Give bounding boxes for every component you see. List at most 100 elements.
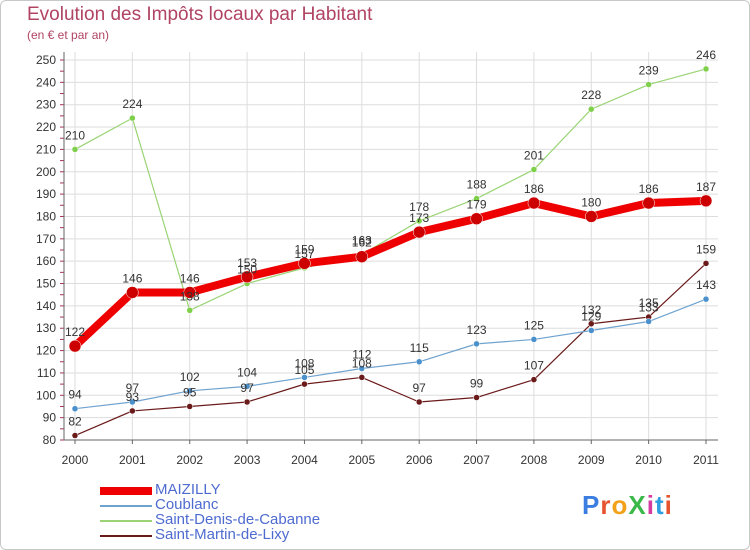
proxiti-logo: ProXiti	[582, 490, 673, 521]
data-label-coublanc: 112	[352, 347, 371, 361]
legend-swatch-saint-denis	[100, 520, 152, 522]
data-point-maizilly	[642, 196, 655, 210]
logo-letter: r	[600, 490, 612, 520]
logo-letter: i	[664, 490, 673, 520]
legend-swatch-maizilly	[100, 487, 152, 495]
y-tick-label: 80	[43, 433, 57, 447]
data-label-coublanc: 125	[524, 318, 544, 332]
y-tick-label: 140	[36, 299, 56, 313]
data-point-saint-denis-de-cabanne	[588, 105, 595, 113]
data-label-maizilly: 187	[696, 180, 716, 194]
data-label-saint-martin-de-lixy: 95	[183, 385, 197, 399]
data-label-saint-denis-de-cabanne: 201	[524, 149, 544, 163]
data-point-saint-martin-de-lixy	[186, 403, 193, 410]
legend-label-coublanc: Coublanc	[155, 496, 219, 513]
data-point-maizilly	[527, 196, 541, 210]
data-point-maizilly	[699, 194, 713, 208]
legend-swatch-coublanc	[100, 505, 152, 507]
y-tick-label: 110	[37, 366, 56, 380]
data-label-saint-denis-de-cabanne: 178	[409, 200, 429, 214]
chart-title: Evolution des Impôts locaux par Habitant	[27, 4, 373, 25]
chart-subtitle: (en € et par an)	[27, 28, 110, 42]
series-line-coublanc	[74, 298, 707, 410]
data-point-maizilly	[183, 286, 196, 299]
data-label-saint-denis-de-cabanne: 157	[294, 247, 314, 261]
data-label-saint-denis-de-cabanne: 246	[696, 48, 716, 62]
y-tick-label: 220	[36, 120, 56, 134]
y-tick-label: 200	[36, 165, 56, 179]
data-point-saint-martin-de-lixy	[415, 398, 423, 406]
legend-label-saint-denis: Saint-Denis-de-Cabanne	[155, 511, 321, 528]
data-label-saint-denis-de-cabanne: 210	[65, 128, 85, 142]
data-point-coublanc	[588, 327, 595, 334]
data-label-coublanc: 108	[294, 356, 314, 370]
data-point-coublanc	[71, 405, 79, 412]
data-label-saint-denis-de-cabanne: 163	[352, 233, 372, 247]
data-label-coublanc: 94	[68, 388, 82, 402]
data-label-saint-martin-de-lixy: 159	[696, 242, 716, 256]
data-point-saint-martin-de-lixy	[530, 376, 538, 383]
data-label-saint-denis-de-cabanne: 188	[467, 178, 487, 192]
y-tick-label: 150	[36, 277, 56, 291]
logo-letter: P	[582, 490, 601, 520]
data-label-maizilly: 146	[122, 271, 142, 285]
x-tick-label: 2000	[62, 453, 89, 467]
data-point-saint-martin-de-lixy	[473, 394, 480, 401]
series-lines	[68, 65, 713, 439]
x-tick-label: 2002	[176, 453, 203, 467]
data-label-saint-martin-de-lixy: 82	[68, 415, 82, 429]
logo-letter: X	[628, 490, 647, 520]
data-label-saint-martin-de-lixy: 97	[413, 381, 427, 395]
data-label-maizilly: 162	[352, 236, 372, 250]
data-point-saint-denis-de-cabanne	[530, 166, 538, 173]
data-label-coublanc: 129	[581, 309, 601, 323]
y-tick-label: 160	[36, 254, 56, 268]
data-point-maizilly	[355, 250, 369, 263]
data-label-coublanc: 115	[410, 341, 429, 355]
data-point-saint-martin-de-lixy	[358, 374, 366, 381]
data-point-coublanc	[645, 318, 652, 325]
data-label-saint-martin-de-lixy: 108	[352, 356, 372, 370]
data-label-maizilly: 153	[237, 256, 257, 270]
y-tick-label: 250	[36, 53, 56, 67]
y-tick-label: 230	[36, 98, 56, 112]
y-tick-label: 100	[36, 388, 56, 402]
series-line-saint-denis-de-cabanne	[74, 68, 707, 311]
legend-swatch-saint-martin	[100, 535, 152, 537]
data-label-maizilly: 146	[180, 271, 200, 285]
data-point-coublanc	[530, 336, 538, 343]
data-label-saint-martin-de-lixy: 93	[126, 390, 140, 404]
data-label-coublanc: 104	[237, 365, 257, 379]
x-tick-label: 2010	[635, 453, 662, 467]
data-point-saint-denis-de-cabanne	[415, 217, 423, 225]
y-tick-label: 120	[36, 344, 56, 358]
axes: 8090100110120130140150160170180190200210…	[36, 52, 719, 467]
legend-label-saint-martin: Saint-Martin-de-Lixy	[155, 526, 290, 543]
y-tick-label: 170	[36, 232, 56, 246]
series-line-saint-martin-de-lixy	[74, 262, 707, 437]
y-tick-label: 180	[36, 209, 56, 223]
x-tick-label: 2008	[521, 453, 548, 467]
data-label-coublanc: 102	[180, 370, 200, 384]
data-point-saint-martin-de-lixy	[702, 260, 710, 267]
data-label-coublanc: 133	[639, 301, 659, 315]
y-tick-label: 90	[43, 411, 57, 425]
data-label-maizilly: 179	[467, 198, 487, 212]
data-label-maizilly: 122	[65, 325, 85, 339]
data-point-saint-denis-de-cabanne	[71, 146, 79, 153]
data-label-coublanc: 123	[467, 323, 487, 337]
data-label-saint-martin-de-lixy: 135	[639, 296, 659, 310]
data-point-coublanc	[473, 340, 480, 348]
data-point-coublanc	[129, 398, 136, 406]
data-label-saint-denis-de-cabanne: 138	[180, 289, 200, 303]
data-point-coublanc	[702, 295, 710, 303]
x-tick-label: 2003	[234, 453, 261, 467]
data-point-coublanc	[243, 383, 251, 390]
data-label-saint-denis-de-cabanne: 239	[639, 64, 659, 78]
data-point-maizilly	[412, 225, 426, 239]
data-point-coublanc	[301, 374, 308, 381]
data-point-saint-martin-de-lixy	[301, 380, 308, 388]
data-label-saint-martin-de-lixy: 99	[470, 377, 484, 391]
data-label-coublanc: 97	[126, 381, 140, 395]
